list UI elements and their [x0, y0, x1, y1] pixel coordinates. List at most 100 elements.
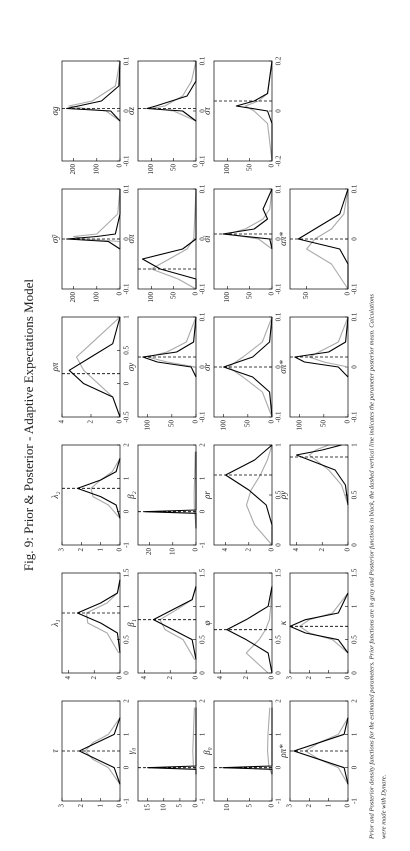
- x-tick-label: 1: [275, 443, 283, 447]
- y-tick-label: 10: [168, 548, 176, 556]
- density-curve: [266, 707, 273, 775]
- x-tick-label: 0: [275, 109, 283, 113]
- y-tick-label: 1: [96, 804, 104, 808]
- y-tick-label: 2: [318, 548, 326, 552]
- x-tick-label: 0.1: [123, 56, 131, 65]
- plot-frame: [61, 700, 121, 802]
- y-tick-label: 100: [92, 292, 100, 303]
- x-tick-label: 1: [199, 732, 207, 736]
- x-tick-label: 0: [351, 365, 359, 369]
- x-tick-label: -0.1: [199, 155, 207, 167]
- density-curve: [159, 586, 197, 660]
- plot-frame: [61, 188, 121, 290]
- y-tick-label: 3: [58, 804, 66, 808]
- panel-title: τ: [50, 749, 60, 753]
- y-tick-label: 100: [223, 292, 231, 303]
- y-tick-label: 0: [116, 292, 124, 296]
- y-tick-label: 50: [319, 420, 327, 428]
- x-tick-label: 1.5: [123, 568, 131, 577]
- x-tick-label: 0: [199, 509, 207, 513]
- density-curve: [226, 188, 273, 250]
- x-tick-label: -1: [275, 798, 283, 804]
- x-tick-label: 1: [123, 604, 131, 608]
- density-curve: [222, 707, 273, 775]
- x-tick-label: 0: [351, 765, 359, 769]
- plot-frame: [137, 700, 197, 802]
- density-curve: [141, 189, 197, 289]
- density-curve: [225, 444, 273, 545]
- y-tick-label: 4: [140, 676, 148, 680]
- plot-frame: [137, 444, 197, 546]
- x-tick-label: -0.1: [275, 283, 283, 295]
- y-tick-label: 0: [344, 676, 352, 680]
- y-tick-label: 50: [167, 420, 175, 428]
- density-curve: [76, 579, 121, 654]
- y-tick-label: 2: [90, 676, 98, 680]
- x-tick-label: -0.1: [123, 283, 131, 295]
- panel-title: ρπ: [50, 362, 60, 372]
- y-tick-label: 200: [69, 164, 77, 175]
- y-tick-label: 100: [92, 164, 100, 175]
- y-tick-label: 0: [192, 804, 200, 808]
- y-tick-label: 0: [116, 676, 124, 680]
- figure-title: Fig. 9: Prior & Posterior - Adaptive Exp…: [21, 279, 36, 571]
- x-tick-label: 1: [275, 604, 283, 608]
- x-tick-label: 0.5: [275, 635, 283, 644]
- density-curve: [308, 316, 349, 377]
- panel-title: σy: [126, 363, 136, 371]
- plot-frame: [213, 572, 273, 674]
- x-tick-label: 1: [123, 732, 131, 736]
- y-tick-label: 0: [192, 292, 200, 296]
- y-tick-label: 2: [305, 804, 313, 808]
- density-curve: [66, 60, 121, 122]
- y-tick-label: 2: [244, 548, 252, 552]
- density-curve: [150, 60, 197, 122]
- y-tick-label: 1: [324, 804, 332, 808]
- y-tick-label: 0: [344, 804, 352, 808]
- plot-frame: [213, 316, 273, 418]
- y-tick-label: 0: [268, 420, 276, 424]
- plot-frame: [213, 700, 273, 802]
- density-curve: [222, 188, 273, 250]
- panel-title: στ: [202, 106, 212, 114]
- x-tick-label: 0: [123, 671, 131, 675]
- panel-title: σz: [126, 107, 136, 115]
- density-curve: [152, 586, 197, 660]
- y-tick-label: 10: [159, 804, 167, 812]
- panel-title: β₂: [126, 491, 136, 500]
- x-tick-label: 0: [199, 671, 207, 675]
- y-tick-label: 2: [77, 548, 85, 552]
- x-tick-label: 0: [275, 543, 283, 547]
- density-curve: [306, 188, 349, 290]
- x-tick-label: 0.1: [275, 184, 283, 193]
- y-tick-label: 2: [77, 804, 85, 808]
- x-tick-label: 0: [123, 509, 131, 513]
- y-tick-label: 20: [145, 548, 153, 556]
- x-tick-label: 0: [351, 671, 359, 675]
- x-tick-label: 0.2: [275, 56, 283, 65]
- y-tick-label: 2: [242, 676, 250, 680]
- x-tick-label: 0.1: [199, 184, 207, 193]
- density-curve: [147, 316, 197, 377]
- x-tick-label: -0.2: [275, 155, 283, 167]
- plot-frame: [137, 60, 197, 162]
- y-tick-label: 0: [344, 420, 352, 424]
- panel-title: β₀: [202, 747, 212, 756]
- x-tick-label: -1: [123, 542, 131, 548]
- plot-frame: [137, 188, 197, 290]
- caption-line: Prior and Posterior density functions fo…: [369, 294, 376, 840]
- y-tick-label: 4: [292, 548, 300, 552]
- density-curve: [147, 707, 197, 775]
- x-tick-label: 0.1: [275, 312, 283, 321]
- y-tick-label: 50: [243, 420, 251, 428]
- x-tick-label: 0: [199, 109, 207, 113]
- panel-title: λ₂: [50, 491, 60, 499]
- y-tick-label: 3: [286, 804, 294, 808]
- y-tick-label: 100: [223, 164, 231, 175]
- x-tick-label: -1: [199, 542, 207, 548]
- x-tick-label: -0.1: [275, 411, 283, 423]
- x-tick-label: 0: [123, 381, 131, 385]
- panel-title: σr: [202, 363, 212, 371]
- y-tick-label: 4: [221, 548, 229, 552]
